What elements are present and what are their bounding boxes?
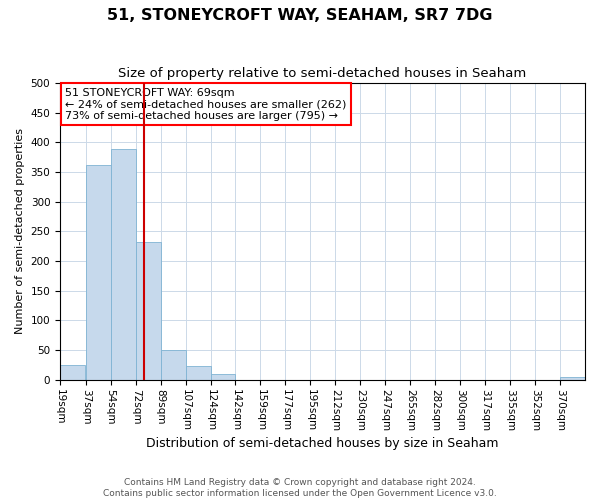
Bar (560, 377, 585, 380)
Text: 51 STONEYCROFT WAY: 69sqm
← 24% of semi-detached houses are smaller (262)
73% of: 51 STONEYCROFT WAY: 69sqm ← 24% of semi-… (65, 88, 347, 120)
Bar (86, 165, 110, 380)
Y-axis label: Number of semi-detached properties: Number of semi-detached properties (15, 128, 25, 334)
Bar (211, 374, 235, 380)
X-axis label: Distribution of semi-detached houses by size in Seaham: Distribution of semi-detached houses by … (146, 437, 499, 450)
Bar (161, 350, 185, 380)
Title: Size of property relative to semi-detached houses in Seaham: Size of property relative to semi-detach… (118, 68, 527, 80)
Text: 51, STONEYCROFT WAY, SEAHAM, SR7 7DG: 51, STONEYCROFT WAY, SEAHAM, SR7 7DG (107, 8, 493, 22)
Bar (185, 366, 211, 380)
Bar (110, 150, 136, 380)
Bar (136, 242, 161, 380)
Text: Contains HM Land Registry data © Crown copyright and database right 2024.
Contai: Contains HM Land Registry data © Crown c… (103, 478, 497, 498)
Bar (60, 365, 85, 380)
